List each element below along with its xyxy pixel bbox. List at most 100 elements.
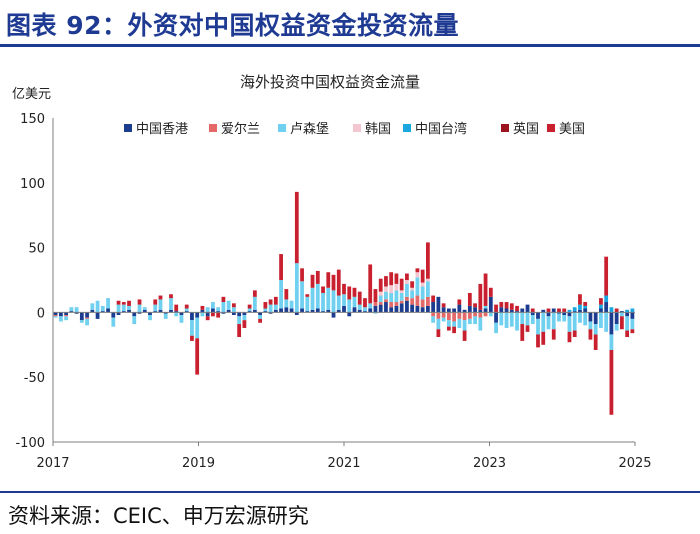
bar-segment	[551, 308, 556, 313]
bar-segment	[620, 311, 624, 313]
bar-segment	[583, 308, 588, 313]
bar-segment	[494, 312, 498, 323]
bar-segment	[399, 303, 404, 313]
bar-segment	[614, 312, 619, 325]
bar-segment	[53, 312, 58, 315]
bar-segment	[153, 299, 158, 305]
bar-segment	[347, 312, 352, 317]
bar-segment	[488, 287, 493, 297]
bar-segment	[268, 312, 273, 314]
bar-segment	[557, 308, 561, 313]
bar-segment	[273, 296, 278, 305]
bar-segment	[127, 309, 131, 313]
bar-segment	[169, 309, 173, 313]
bar-segment	[100, 305, 105, 312]
bar-segment	[315, 308, 320, 313]
bar-segment	[604, 302, 609, 313]
bar-segment	[336, 269, 341, 296]
bar-segment	[604, 256, 609, 296]
bar-segment	[268, 299, 273, 305]
bar-segment	[247, 311, 252, 313]
bar-segment	[279, 308, 283, 313]
bar-segment	[258, 312, 262, 315]
bar-segment	[620, 316, 624, 330]
bar-segment	[174, 304, 179, 312]
bar-series-group	[53, 191, 635, 415]
bar-segment	[321, 311, 325, 313]
bar-segment	[294, 191, 299, 264]
bar-segment	[69, 311, 74, 313]
bar-segment	[405, 273, 409, 280]
bar-segment	[373, 302, 378, 306]
bar-segment	[620, 312, 624, 317]
bar-segment	[436, 318, 441, 330]
bar-segment	[378, 278, 383, 292]
bar-segment	[121, 302, 126, 305]
bar-segment	[614, 308, 619, 313]
bar-segment	[515, 305, 519, 312]
bar-segment	[305, 296, 310, 312]
source-note: 资料来源：CEIC、申万宏源研究	[8, 504, 309, 528]
bar-segment	[462, 320, 467, 331]
bar-segment	[446, 320, 451, 327]
bar-segment	[525, 325, 530, 332]
bar-segment	[478, 317, 483, 331]
bar-segment	[342, 305, 346, 313]
bar-segment	[221, 296, 226, 303]
bar-segment	[415, 268, 420, 273]
bar-segment	[310, 309, 315, 313]
bar-segment	[263, 311, 268, 313]
bar-segment	[426, 305, 430, 313]
bar-segment	[593, 324, 598, 335]
bar-segment	[394, 305, 399, 313]
bar-segment	[158, 295, 163, 300]
bar-segment	[457, 318, 462, 328]
bar-segment	[190, 335, 194, 341]
y-tick-label: -50	[24, 371, 45, 386]
source-rule	[0, 491, 700, 493]
bar-segment	[504, 308, 509, 313]
bar-segment	[79, 312, 84, 321]
bar-segment	[473, 312, 477, 317]
bar-segment	[252, 296, 257, 310]
bar-segment	[58, 312, 63, 317]
bar-segment	[593, 334, 598, 350]
bar-segment	[305, 311, 310, 313]
bar-segment	[336, 309, 341, 313]
x-tick-label: 2023	[473, 456, 506, 471]
bar-segment	[572, 307, 577, 312]
bar-segment	[499, 302, 504, 308]
legend-swatch	[209, 124, 217, 132]
bar-segment	[352, 307, 357, 313]
bar-segment	[300, 308, 304, 313]
bar-segment	[111, 312, 116, 318]
bar-segment	[494, 322, 498, 334]
bar-segment	[247, 304, 252, 309]
bar-segment	[252, 309, 257, 313]
bar-segment	[494, 304, 498, 313]
bar-segment	[415, 305, 420, 313]
bar-segment	[452, 321, 456, 327]
bar-segment	[399, 278, 404, 291]
bar-segment	[483, 305, 488, 309]
bar-segment	[153, 311, 158, 313]
bar-segment	[326, 287, 331, 310]
bar-segment	[153, 304, 158, 312]
bar-segment	[604, 295, 609, 303]
bar-segment	[300, 281, 304, 309]
bar-segment	[467, 292, 472, 306]
bar-segment	[95, 312, 100, 319]
bar-segment	[625, 312, 630, 317]
bar-segment	[530, 308, 535, 313]
bar-segment	[446, 312, 451, 321]
bar-segment	[127, 300, 131, 306]
bar-segment	[116, 304, 121, 313]
bar-segment	[221, 302, 226, 313]
bar-segment	[163, 313, 168, 319]
legend-swatch	[547, 124, 555, 132]
bar-segment	[137, 299, 142, 305]
bar-segment	[184, 308, 189, 312]
bar-segment	[457, 312, 462, 319]
bar-segment	[336, 295, 341, 310]
bar-segment	[394, 283, 399, 291]
